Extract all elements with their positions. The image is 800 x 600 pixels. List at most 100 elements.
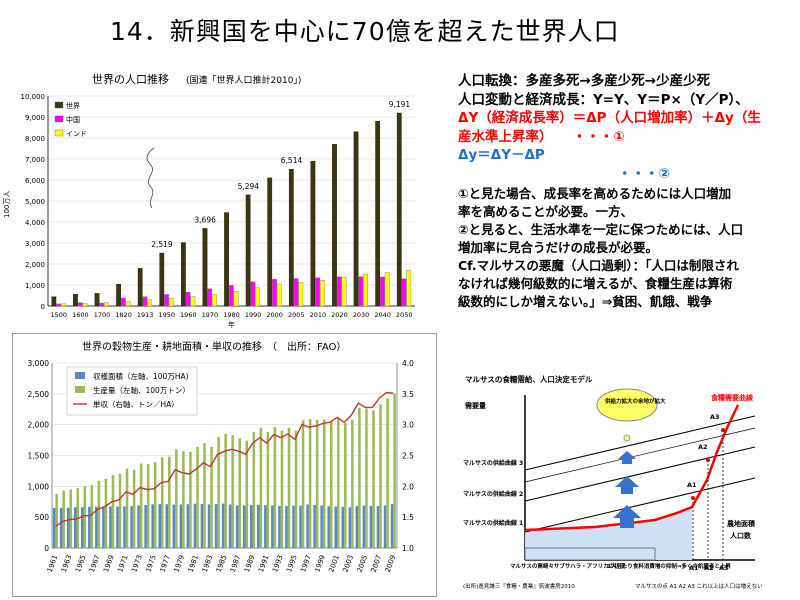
grain-left-tick: 0 <box>44 544 49 553</box>
grain-area-bar <box>249 505 253 548</box>
demand-area-shade <box>525 507 692 560</box>
malthus-point-note: マルサスの点 A1 A2 A3 これ以上は人口は増えない <box>635 582 763 590</box>
population-bar <box>159 252 165 307</box>
grain-right-tick: 2.5 <box>402 452 414 461</box>
population-bar <box>116 283 121 307</box>
grain-production-bar <box>83 486 87 548</box>
population-legend-label: 世界 <box>66 101 80 110</box>
population-x-tick: 1500 <box>51 311 68 319</box>
text-line-13: 級数的にしか増えない。」⇒貧困、飢餓、戦争 <box>458 294 713 309</box>
population-bar <box>228 285 234 307</box>
population-bar <box>120 297 126 307</box>
population-bar <box>310 160 316 307</box>
grain-production-bar <box>259 427 263 548</box>
grain-left-tick: 2,500 <box>28 390 50 399</box>
population-chart: 世界の人口推移 (国連「世界人口推計2010」) 0 1,000 2,000 3,00… <box>3 72 415 329</box>
grain-area-bar <box>257 504 260 548</box>
population-bar <box>255 287 261 307</box>
population-bar <box>250 281 256 307</box>
grain-production-bar <box>238 438 241 548</box>
grain-left-tick: 1,000 <box>28 482 50 491</box>
grain-area-bar <box>95 506 98 548</box>
population-bar <box>51 296 57 307</box>
population-bar <box>336 276 342 307</box>
population-bar <box>315 277 321 307</box>
population-bar <box>104 302 109 307</box>
population-x-tick: 2005 <box>288 311 305 319</box>
text-line-11: Cf.マルサスの悪魔（人口過剰）：「人口は制限され <box>458 258 739 273</box>
population-legend-swatch <box>54 101 64 109</box>
grain-production-bar <box>252 432 256 548</box>
population-legend-swatch <box>54 115 64 123</box>
bottom-a1: A1 <box>689 564 699 572</box>
grain-area-bar <box>383 505 387 548</box>
grain-right-tick: 3.0 <box>402 421 414 430</box>
demand-curve <box>524 404 740 532</box>
box-left-text: マルサスの罠崎々サブサハラ・アフリカの状況 <box>510 562 626 570</box>
grain-left-tick: 3,000 <box>28 359 50 368</box>
population-x-tick: 1700 <box>94 311 111 319</box>
population-x-tick: 1600 <box>72 311 89 319</box>
grain-area-bar <box>179 504 183 548</box>
population-data-label: 5,294 <box>238 182 260 191</box>
population-y-tick: 2,000 <box>25 261 45 269</box>
text-line-5: Δy＝ΔY－ΔP <box>458 147 545 163</box>
grain-area-bar <box>348 507 352 548</box>
supply-curve-1 <box>524 477 756 533</box>
population-x-tick: 2030 <box>353 311 370 319</box>
grain-yield-line <box>55 391 394 527</box>
grain-production-bar <box>280 430 284 548</box>
grain-area-bar <box>369 506 373 548</box>
population-bar <box>384 272 390 307</box>
text-line-12: なければ幾何級数的に増えるが、食糧生産は算術 <box>458 276 733 291</box>
text-line-7: ①と見た場合、成長率を高めるためには人口増加 <box>458 186 732 201</box>
population-bar <box>73 294 78 307</box>
malthus-x-axis-label-1: 農地面積 <box>727 519 756 528</box>
grain-area-bar <box>292 505 295 548</box>
grain-area-bar <box>221 503 225 548</box>
bottom-a3: A3 <box>719 564 729 572</box>
population-bar <box>164 294 169 307</box>
population-bar <box>180 242 186 307</box>
grain-production-bar <box>139 463 143 548</box>
grain-production-bar <box>62 490 65 548</box>
grain-production-bar <box>55 493 58 548</box>
grain-area-bar <box>214 504 218 548</box>
population-bar <box>276 283 282 307</box>
grain-production-bar <box>315 419 319 548</box>
grain-area-bar <box>228 504 232 548</box>
population-bar <box>142 296 148 307</box>
malthus-title: マルサスの食糧需給、人口決定モデル <box>465 374 593 384</box>
grain-production-bar <box>273 427 277 548</box>
box-mid-text: 1人当たり食料消費増の抑制⇒多くの飢餓者と上昇 <box>607 562 731 570</box>
grain-area-bar <box>116 506 119 548</box>
population-x-tick: 2050 <box>396 311 413 319</box>
grain-production-bar <box>196 446 199 548</box>
grain-production-bar <box>245 440 249 548</box>
population-legend-label: 中国 <box>66 115 80 124</box>
supply-label-3: マルサスの供給曲線 3 <box>463 459 523 467</box>
grain-area-bar <box>193 503 197 548</box>
grain-area-bar <box>66 507 70 548</box>
grain-area-bar <box>327 506 330 548</box>
grain-area-bar <box>123 506 126 548</box>
population-chart-subtitle: (国連「世界人口推計2010」) <box>186 74 301 86</box>
grain-area-bar <box>207 504 211 548</box>
malthus-source: (出所)逸見謙三『食糧・農業』筑波書房2010 <box>463 582 575 590</box>
grain-production-bar <box>386 398 389 548</box>
text-line-8: 率を高めることが必要。一方、 <box>458 204 634 219</box>
grain-production-bar <box>118 474 122 548</box>
slide-title: 14．新興国を中心に70億を超えた世界人口 <box>110 17 620 46</box>
grain-production-bar <box>97 480 101 548</box>
population-bar <box>168 298 174 307</box>
grain-area-bar <box>81 507 84 548</box>
population-y-tick: 8,000 <box>25 135 45 143</box>
population-bar <box>233 291 239 307</box>
grain-area-bar <box>158 504 161 548</box>
up-arrow-3-icon <box>618 451 636 464</box>
population-data-label: 3,696 <box>194 215 216 224</box>
text-line-1: 人口転換：多産多死→多産少死→少産少死 <box>458 73 711 89</box>
grain-area-bar <box>320 505 323 548</box>
population-bar <box>207 288 213 307</box>
